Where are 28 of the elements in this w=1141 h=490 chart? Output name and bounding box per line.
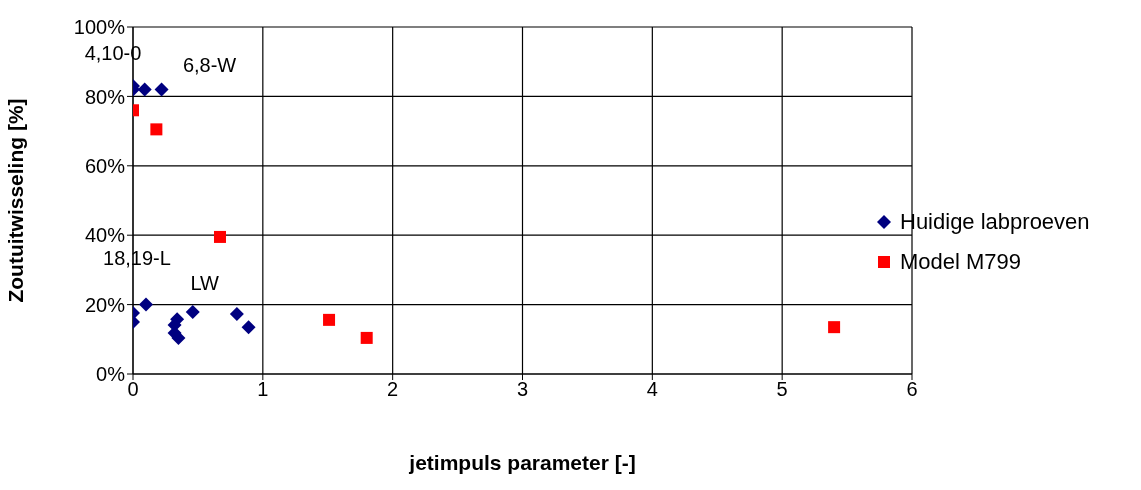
point [185,304,200,319]
point [213,230,226,243]
x-tick-label: 6 [906,378,918,401]
point [150,123,163,136]
point [137,82,152,97]
point [360,331,373,344]
annotation: 6,8-W [182,54,237,77]
x-tick-label: 2 [387,378,399,401]
point [323,313,336,326]
point [229,306,244,321]
point [138,297,153,312]
annotation: LW [190,271,220,294]
y-tick-label: 20% [84,293,126,316]
y-tick-label: 100% [73,16,126,39]
y-tick-label: 80% [84,85,126,108]
x-tick-label: 1 [257,378,269,401]
y-tick-label: 60% [84,154,126,177]
point [241,320,256,335]
x-axis-title: jetimpuls parameter [-] [408,451,636,474]
y-tick-label: 0% [96,363,126,386]
y-axis-title: Zoutuitwisseling [%] [4,98,28,303]
x-tick-label: 5 [776,378,788,401]
y-tick-label: 40% [84,224,126,247]
point [154,82,169,97]
point [828,321,841,334]
x-tick-label: 0 [127,378,139,401]
x-tick-label: 3 [516,378,529,401]
x-tick-label: 4 [646,378,658,401]
